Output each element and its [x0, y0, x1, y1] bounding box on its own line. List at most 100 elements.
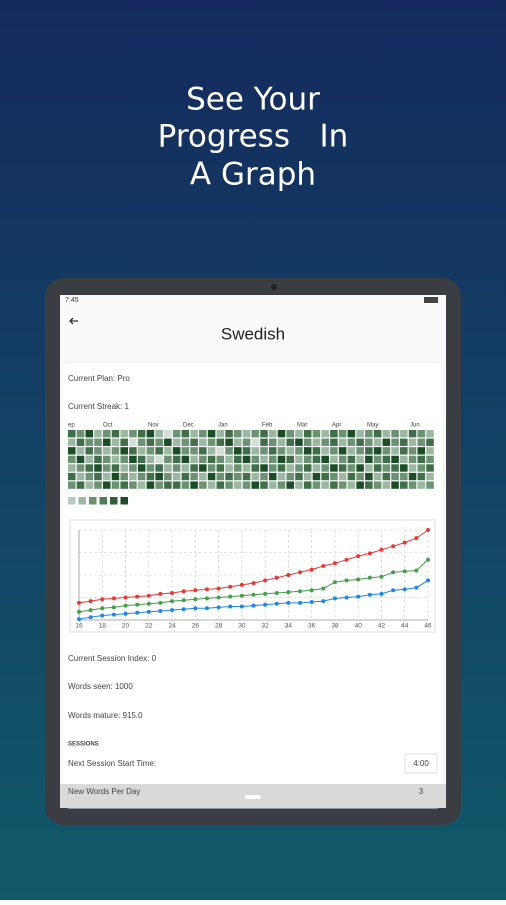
data-point: [414, 568, 419, 573]
heatmap-cell: [129, 481, 137, 489]
heatmap-cell: [146, 447, 155, 455]
heatmap-cell: [338, 430, 347, 438]
heatmap-cell: [199, 464, 207, 472]
heatmap-cell: [417, 438, 426, 446]
heatmap-cell: [216, 455, 225, 464]
heatmap-cell: [242, 481, 251, 489]
heatmap-cell: [181, 447, 190, 455]
heatmap-cell: [120, 430, 128, 438]
heatmap-cell: [85, 464, 94, 472]
data-point: [158, 609, 163, 613]
data-point: [228, 604, 233, 609]
heatmap-cell: [268, 464, 277, 472]
heatmap-cell: [111, 430, 120, 438]
data-point: [321, 599, 326, 604]
heatmap-cell: [172, 455, 181, 464]
heatmap-cell: [338, 455, 347, 464]
heatmap-cell: [94, 455, 102, 464]
heatmap-cell: [251, 430, 260, 438]
heatmap-cell: [94, 472, 102, 481]
heatmap-cell: [426, 438, 434, 446]
data-point: [77, 609, 81, 614]
data-point: [391, 588, 396, 593]
heatmap-cell: [111, 481, 120, 489]
heatmap-cell: [391, 464, 399, 472]
app-title: Swedish: [221, 324, 285, 343]
heatmap-cell: [365, 438, 373, 446]
heatmap-cell: [286, 464, 294, 472]
data-point: [204, 596, 209, 601]
heatmap-cell: [85, 481, 94, 489]
heatmap-cell: [408, 430, 417, 438]
heatmap-cell: [207, 430, 216, 438]
data-point: [251, 603, 256, 608]
heatmap-cell: [312, 447, 321, 455]
session-index: Current Session Index: 0: [68, 654, 157, 663]
data-point: [88, 599, 93, 604]
data-point: [228, 584, 233, 589]
heatmap-cell: [286, 438, 294, 446]
month-label: Oct: [103, 423, 113, 429]
heatmap-cell: [312, 430, 321, 438]
heatmap-cell: [286, 481, 294, 489]
x-tick-label: 24: [168, 623, 176, 630]
heatmap-cell: [102, 438, 111, 446]
heatmap-cell: [85, 430, 94, 438]
month-label: Feb: [262, 423, 273, 429]
heatmap-cell: [382, 455, 391, 464]
heatmap-cell: [408, 455, 417, 464]
heatmap-cell: [120, 481, 128, 489]
heatmap-cell: [260, 447, 268, 455]
x-tick-label: 22: [145, 623, 153, 630]
data-point: [286, 573, 291, 577]
data-point: [286, 600, 291, 605]
heatmap-cell: [356, 447, 364, 455]
data-point: [100, 606, 105, 611]
data-point: [298, 570, 303, 575]
data-point: [309, 588, 314, 593]
time-field[interactable]: [404, 753, 438, 774]
heatmap-cell: [391, 430, 399, 438]
heatmap-cell: [94, 438, 102, 446]
heatmap-cell: [137, 430, 146, 438]
heatmap-cell: [251, 438, 260, 446]
x-tick-label: 42: [378, 623, 386, 630]
data-point: [356, 554, 361, 559]
heatmap-cell: [251, 455, 260, 464]
heatmap-cell: [137, 472, 146, 481]
data-point: [181, 589, 186, 594]
heatmap-cell: [242, 455, 251, 464]
heatmap-cell: [312, 464, 321, 472]
heatmap-cell: [303, 464, 312, 472]
back-button[interactable]: [69, 317, 78, 325]
data-point: [193, 597, 198, 602]
heatmap-cell: [234, 447, 242, 455]
heatmap-cell: [321, 464, 329, 472]
heatmap-cell: [408, 464, 417, 472]
data-point: [356, 594, 361, 599]
data-point: [402, 587, 407, 592]
heatmap-cell: [347, 430, 356, 438]
heatmap-cell: [338, 472, 347, 481]
heatmap-cell: [312, 481, 321, 489]
data-point: [263, 578, 268, 583]
status-time: 7:45: [65, 297, 79, 304]
heatmap-cell: [76, 481, 85, 489]
heatmap-cell: [111, 455, 120, 464]
heatmap-cell: [181, 430, 190, 438]
data-point: [100, 613, 105, 618]
heatmap-cell: [216, 464, 225, 472]
legend-swatch: [99, 497, 107, 505]
heatmap-cell: [400, 447, 408, 455]
data-point: [286, 590, 291, 595]
heatmap-cell: [137, 464, 146, 472]
data-point: [332, 596, 337, 601]
heatmap-cell: [94, 481, 102, 489]
x-tick-label: 16: [75, 623, 83, 630]
heatmap-cell: [417, 472, 426, 481]
legend-swatch: [110, 497, 118, 505]
home-handle[interactable]: [245, 795, 261, 799]
heatmap-cell: [172, 438, 181, 446]
heatmap-cell: [94, 430, 102, 438]
new-words-label: New Words Per Day: [68, 787, 140, 796]
